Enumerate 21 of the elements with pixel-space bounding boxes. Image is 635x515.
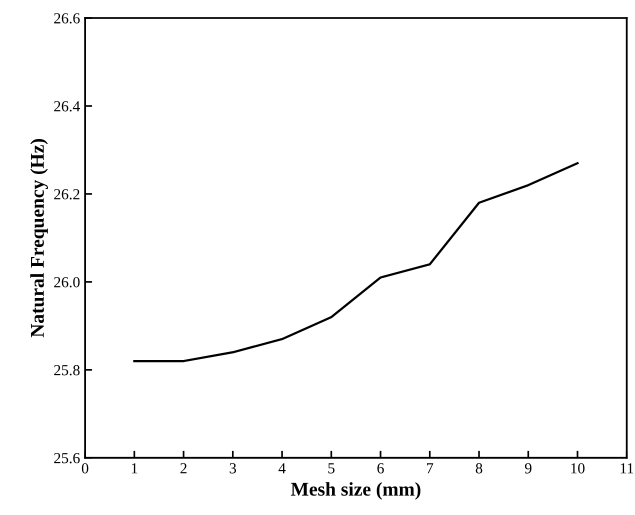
- x-tick-label: 4: [278, 463, 286, 474]
- x-tick-label: 10: [571, 463, 585, 474]
- line-series: [133, 162, 579, 362]
- x-tick-label: 2: [180, 463, 187, 474]
- x-tick-label: 6: [377, 463, 384, 474]
- x-tick-label: 0: [82, 463, 88, 474]
- x-tick-label: 3: [230, 463, 236, 474]
- y-tick-label: 26.4: [54, 101, 80, 112]
- y-tick-label: 26.2: [54, 189, 80, 200]
- x-tick-label: 11: [620, 463, 634, 474]
- y-axis-title: Natural Frequency (Hz): [30, 139, 48, 338]
- x-tick-label: 7: [426, 463, 434, 474]
- y-tick-label: 25.6: [54, 453, 80, 464]
- y-tick-label: 26.6: [54, 13, 80, 24]
- x-tick-label: 1: [132, 463, 138, 474]
- x-tick-label: 8: [476, 463, 482, 474]
- y-tick-label: 26.0: [54, 277, 80, 288]
- y-tick-label: 25.8: [54, 365, 80, 376]
- x-tick-label: 5: [328, 463, 335, 474]
- x-tick-label: 9: [524, 463, 532, 474]
- x-axis-title: Mesh size (mm): [290, 482, 420, 500]
